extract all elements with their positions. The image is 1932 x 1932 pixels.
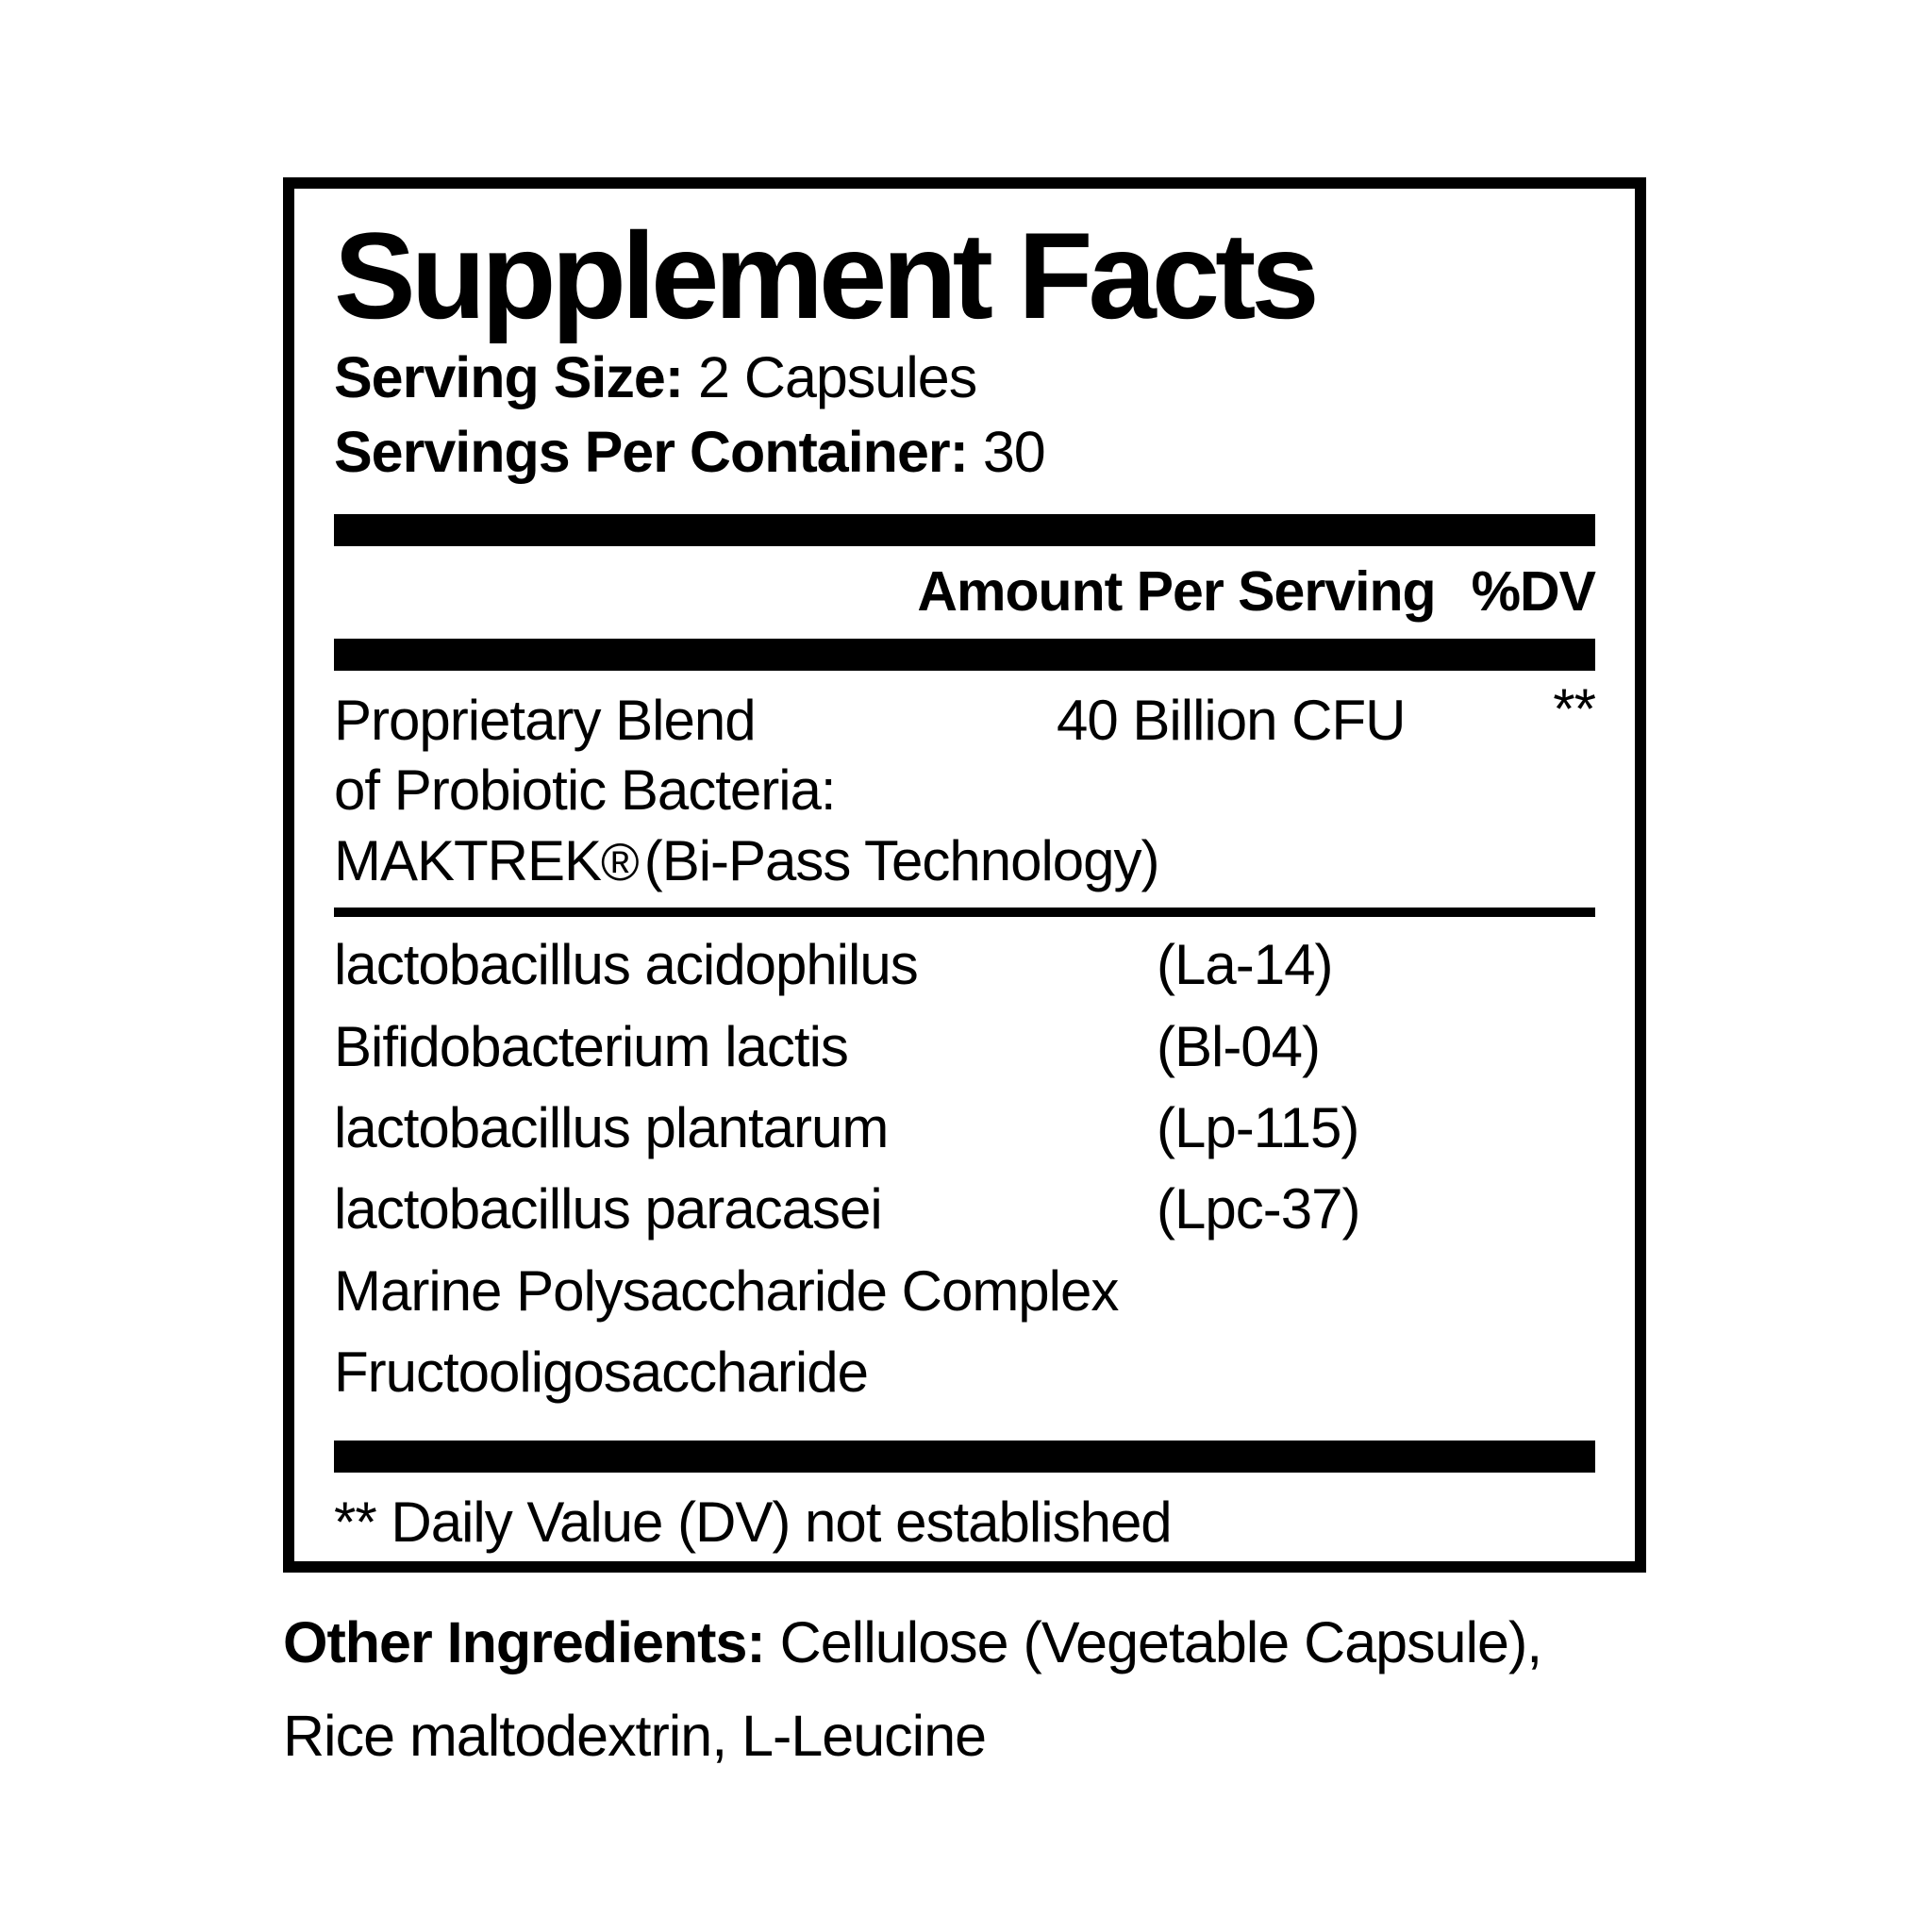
ingredient-name: lactobacillus paracasei — [334, 1177, 883, 1241]
ingredient-strain-code: (Lpc-37) — [1157, 1177, 1360, 1241]
blend-name-line3: MAKTREK® (Bi-Pass Technology) — [334, 826, 1595, 896]
servings-per-container-line: Servings Per Container: 30 — [334, 415, 1595, 490]
percent-dv-header: %DV — [1471, 560, 1596, 624]
other-ingredients-line1: Cellulose (Vegetable Capsule), — [779, 1610, 1543, 1674]
blend-dv-value: ** — [1553, 677, 1596, 741]
ingredient-strain-code: (Lp-115) — [1157, 1096, 1359, 1160]
dv-footnote: ** Daily Value (DV) not established — [334, 1490, 1173, 1554]
ingredient-row: lactobacillus paracasei (Lpc-37) — [334, 1169, 1595, 1250]
other-ingredients-paragraph: Other Ingredients: Cellulose (Vegetable … — [283, 1596, 1717, 1783]
ingredient-strain-code: (Bl-04) — [1157, 1014, 1321, 1078]
other-ingredients-line2: Rice maltodextrin, L-Leucine — [283, 1703, 987, 1768]
ingredient-name: Marine Polysaccharide Complex — [334, 1258, 1119, 1323]
amount-per-serving-header: Amount Per Serving — [917, 560, 1436, 624]
blend-technology-note: (Bi-Pass Technology) — [643, 828, 1160, 892]
ingredient-name: Fructooligosaccharide — [334, 1341, 869, 1405]
ingredient-row: lactobacillus acidophilus (La-14) — [334, 924, 1595, 1006]
ingredient-row: Bifidobacterium lactis (Bl-04) — [334, 1007, 1595, 1088]
ingredient-list: lactobacillus acidophilus (La-14) Bifido… — [334, 924, 1595, 1413]
thin-divider-blend — [334, 908, 1595, 918]
ingredient-name: lactobacillus acidophilus — [334, 933, 919, 997]
blend-name-line2: of Probiotic Bacteria: — [334, 758, 837, 823]
thick-divider-header — [334, 639, 1595, 672]
thick-divider-bottom — [334, 1440, 1595, 1473]
blend-brand-name: MAKTREK — [334, 828, 602, 892]
serving-size-label: Serving Size: — [334, 344, 684, 409]
blend-amount-value: 40 Billion CFU — [1057, 689, 1406, 753]
serving-size-value: 2 Capsules — [698, 344, 977, 409]
other-ingredients-label: Other Ingredients: — [283, 1610, 766, 1674]
proprietary-blend-row: Proprietary Blend of Probiotic Bacteria:… — [334, 671, 1596, 896]
ingredient-row: lactobacillus plantarum (Lp-115) — [334, 1088, 1595, 1169]
registered-trademark-symbol: ® — [601, 832, 640, 891]
supplement-facts-panel: Supplement Facts Serving Size: 2 Capsule… — [283, 177, 1646, 1573]
table-header-row: Amount Per Serving %DV — [334, 546, 1596, 639]
thick-divider-top — [334, 514, 1595, 547]
ingredient-name: Bifidobacterium lactis — [334, 1014, 849, 1078]
servings-per-container-label: Servings Per Container: — [334, 419, 969, 484]
panel-title: Supplement Facts — [334, 207, 1320, 344]
ingredient-row: Marine Polysaccharide Complex — [334, 1251, 1595, 1332]
servings-per-container-value: 30 — [982, 419, 1046, 484]
ingredient-strain-code: (La-14) — [1157, 933, 1333, 997]
blend-name-line1: Proprietary Blend — [334, 689, 757, 753]
ingredient-name: lactobacillus plantarum — [334, 1096, 889, 1160]
serving-size-line: Serving Size: 2 Capsules — [334, 341, 1595, 415]
ingredient-row: Fructooligosaccharide — [334, 1332, 1595, 1413]
